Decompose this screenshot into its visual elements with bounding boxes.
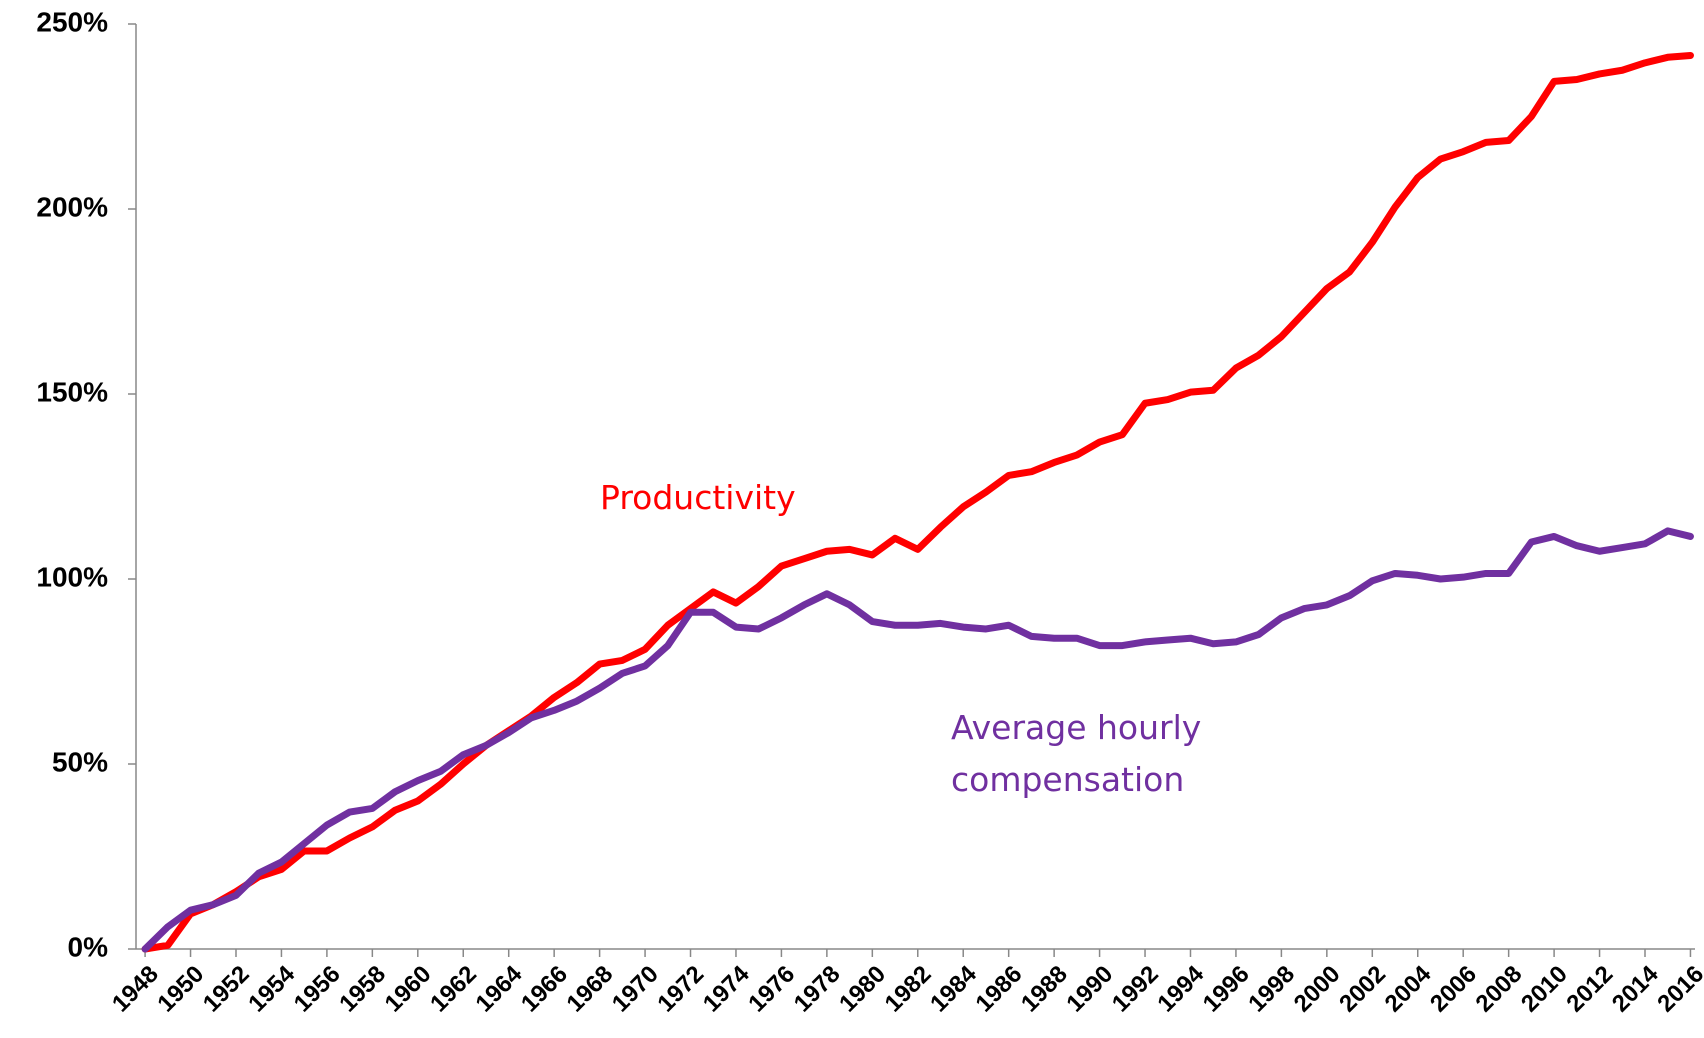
x-tick-label: 1966: [516, 961, 573, 1018]
x-tick-label: 1978: [789, 961, 846, 1018]
x-tick-label: 2008: [1471, 961, 1528, 1018]
x-tick-label: 1986: [971, 961, 1028, 1018]
x-tick-label: 1952: [198, 961, 255, 1018]
x-tick-label: 2006: [1425, 961, 1482, 1018]
x-tick-label: 1972: [652, 961, 709, 1018]
x-tick-label: 1954: [243, 960, 300, 1017]
series-line: [141, 51, 1694, 953]
series-label: Average hourly compensation: [951, 708, 1202, 799]
x-tick-label: 2000: [1289, 961, 1346, 1018]
x-tick-label: 1950: [152, 961, 209, 1018]
x-tick-label: 1998: [1243, 961, 1300, 1018]
x-tick-label: 1976: [743, 961, 800, 1018]
x-tick-label: 1956: [289, 961, 346, 1018]
x-tick-label: 1988: [1016, 961, 1073, 1018]
x-tick-label: 1994: [1152, 960, 1209, 1017]
x-tick-label: 1982: [880, 961, 937, 1018]
y-tick-label: 200%: [36, 191, 108, 222]
x-tick-label: 1948: [107, 961, 164, 1018]
x-tick-label: 2016: [1652, 961, 1704, 1018]
x-tick-label: 1958: [334, 961, 391, 1018]
x-tick-label: 1990: [1061, 961, 1118, 1018]
x-tick-label: 1996: [1198, 961, 1255, 1018]
y-tick-label: 150%: [36, 376, 108, 407]
x-tick-label: 1970: [607, 961, 664, 1018]
x-tick-label: 1964: [471, 960, 528, 1017]
x-tick-label: 1968: [561, 961, 618, 1018]
x-tick-label: 1992: [1107, 961, 1164, 1018]
x-tick-label: 1980: [834, 961, 891, 1018]
x-tick-label: 1974: [698, 960, 755, 1017]
series-line: [141, 527, 1694, 953]
x-tick-label: 2002: [1334, 961, 1391, 1018]
x-tick-label: 2010: [1516, 961, 1573, 1018]
x-tick-label: 1984: [925, 960, 982, 1017]
x-tick-label: 1962: [425, 961, 482, 1018]
x-tick-label: 2004: [1380, 960, 1437, 1017]
x-tick-label: 1960: [380, 961, 437, 1018]
y-tick-label: 50%: [52, 746, 108, 777]
x-tick-label: 2012: [1561, 961, 1618, 1018]
y-tick-label: 250%: [36, 6, 108, 37]
x-tick-label: 2014: [1607, 960, 1664, 1017]
y-tick-label: 100%: [36, 561, 108, 592]
y-tick-label: 0%: [68, 931, 109, 962]
series-label: Productivity: [600, 478, 796, 517]
